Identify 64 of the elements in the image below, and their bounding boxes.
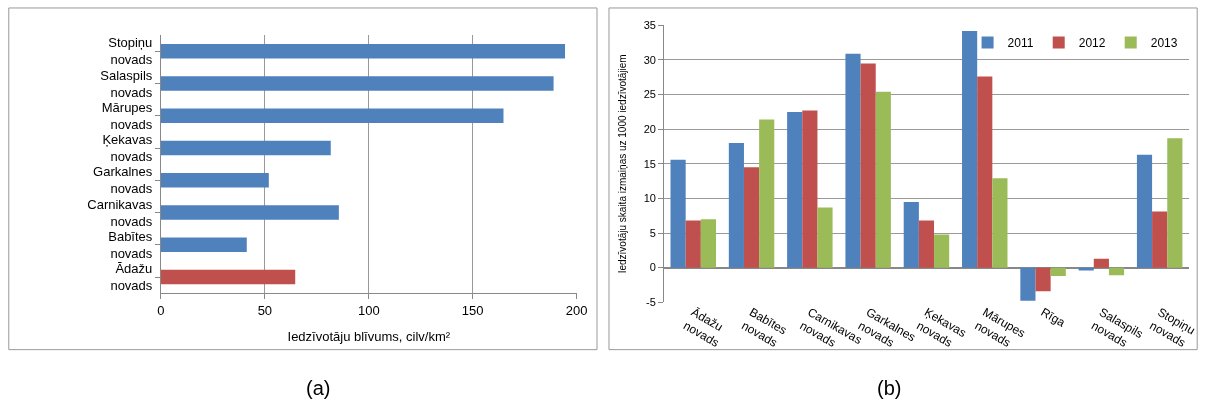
bar [875, 91, 891, 268]
bar [992, 178, 1008, 268]
y-tick-label: 30 [643, 53, 656, 66]
bar [759, 119, 775, 268]
text: (a) [306, 377, 331, 399]
x-tick-label: Rīga [1038, 304, 1068, 330]
bar [160, 173, 269, 188]
y-tick-label: -5 [646, 296, 656, 309]
x-tick-label: 100 [357, 302, 380, 318]
bar [1152, 211, 1168, 268]
legend-label: 2011 [1007, 36, 1034, 51]
x-axis-title: Iedzīvotāju blīvums, cilv/km² [287, 329, 451, 345]
bar [1136, 154, 1153, 268]
bar [860, 63, 876, 268]
y-tick-label: 10 [643, 192, 656, 205]
bar [160, 237, 247, 253]
y-axis-title: Iedzīvotāju skaita izmaiņas uz 1000 iedzīvotājiem [616, 54, 628, 274]
bar [160, 44, 566, 59]
bar [918, 220, 935, 268]
bar [160, 108, 504, 124]
bar [845, 53, 861, 268]
bar [743, 167, 760, 268]
bar [817, 207, 833, 268]
y-tick-label: 15 [643, 157, 656, 170]
y-tick-label: Ādažu novads [110, 261, 153, 294]
y-tick-label: 20 [643, 123, 656, 136]
y-tick-label: Stopiņu novads [108, 35, 153, 68]
bar [685, 220, 701, 268]
y-tick-label: Ķekavas novads [102, 132, 153, 165]
bar [1093, 258, 1109, 268]
bar [802, 110, 818, 268]
bar [1035, 267, 1051, 292]
y-tick-label: Mārupes novads [101, 99, 153, 132]
bar [787, 111, 803, 268]
bar [962, 30, 978, 268]
y-tick-label: Garkalnes novads [93, 164, 153, 197]
bar [1167, 138, 1183, 268]
bar [903, 201, 919, 268]
bar [700, 219, 716, 268]
y-tick-label: Carnikavas novads [87, 196, 153, 229]
x-tick-label: 50 [257, 302, 273, 318]
x-tick-label: 200 [565, 302, 588, 318]
bar [160, 269, 296, 285]
bar [934, 234, 950, 268]
bar [728, 143, 744, 268]
legend-label: 2012 [1078, 36, 1106, 51]
y-tick-label: 5 [649, 226, 656, 239]
y-tick-label: Salaspils novads [100, 67, 153, 100]
bar [160, 205, 339, 220]
bar [160, 76, 554, 91]
x-tick-label: 150 [461, 302, 484, 318]
y-tick-label: 0 [649, 261, 656, 274]
y-tick-label: Babītes novads [108, 228, 153, 261]
bar [670, 159, 686, 268]
text: (b) [877, 377, 902, 399]
y-tick-label: 35 [643, 19, 656, 32]
x-tick-label: 0 [157, 302, 165, 318]
y-tick-label: 25 [643, 88, 656, 101]
bar [160, 140, 331, 156]
bar [1050, 267, 1066, 276]
legend-label: 2013 [1150, 36, 1178, 51]
bar [1020, 267, 1036, 301]
bar [1108, 267, 1125, 276]
bar [977, 76, 993, 268]
